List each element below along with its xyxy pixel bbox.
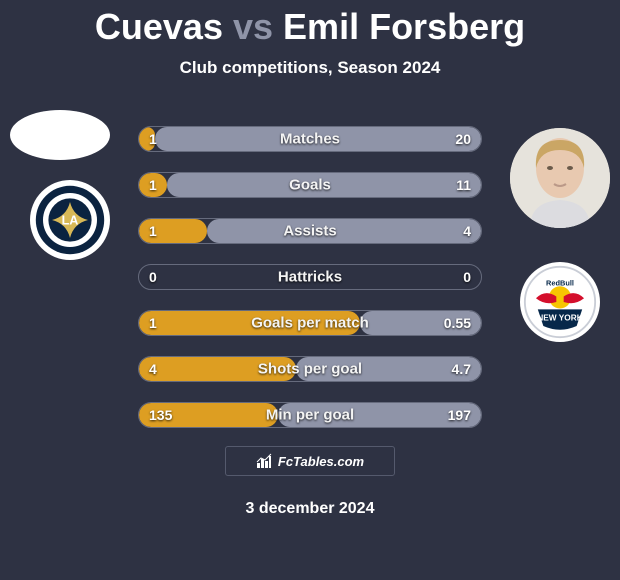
watermark-text: FcTables.com: [278, 454, 364, 469]
svg-text:RedBull: RedBull: [546, 278, 574, 287]
player1-club-logo: LA: [30, 180, 110, 260]
bar-label: Goals: [289, 177, 331, 194]
subtitle: Club competitions, Season 2024: [0, 58, 620, 78]
la-galaxy-logo-icon: LA: [34, 184, 106, 256]
stat-bar: 1 4 Assists: [138, 218, 482, 244]
title-player2: Emil Forsberg: [283, 6, 525, 47]
stat-bar: 1 20 Matches: [138, 126, 482, 152]
player2-headshot-icon: [510, 128, 610, 228]
stat-bar: 1 0.55 Goals per match: [138, 310, 482, 336]
bar-value-left: 1: [149, 177, 157, 193]
bar-value-right: 4: [463, 223, 471, 239]
bar-label: Hattricks: [278, 269, 342, 286]
bar-value-left: 1: [149, 223, 157, 239]
bar-label: Matches: [280, 131, 340, 148]
bar-value-left: 1: [149, 315, 157, 331]
bar-value-right: 20: [455, 131, 471, 147]
title-vs: vs: [233, 6, 273, 47]
page-title: Cuevas vs Emil Forsberg: [0, 6, 620, 48]
bar-label: Shots per goal: [258, 361, 362, 378]
bar-value-right: 0: [463, 269, 471, 285]
bar-value-left: 135: [149, 407, 172, 423]
stat-bar: 0 0 Hattricks: [138, 264, 482, 290]
player1-avatar: [10, 110, 110, 160]
bar-fill-right: [207, 219, 481, 243]
stat-bar: 111Goals: [138, 172, 482, 198]
bar-value-right: 11: [456, 177, 471, 193]
bar-value-right: 0.55: [444, 315, 471, 331]
player2-avatar: [510, 128, 610, 228]
bar-value-left: 4: [149, 361, 157, 377]
watermark: FcTables.com: [225, 446, 395, 476]
bar-value-left: 1: [149, 131, 157, 147]
svg-text:LA: LA: [62, 214, 79, 228]
date-text: 3 december 2024: [0, 500, 620, 518]
bar-value-right: 197: [448, 407, 471, 423]
svg-text:NEW YORK: NEW YORK: [537, 313, 583, 323]
fctables-logo-icon: [256, 453, 272, 469]
player2-club-logo: RedBull NEW YORK: [520, 262, 600, 342]
bar-label: Goals per match: [251, 315, 369, 332]
stat-bar: 135 197 Min per goal: [138, 402, 482, 428]
bar-label: Min per goal: [266, 407, 354, 424]
bar-label: Assists: [283, 223, 336, 240]
stat-bar: 4 4.7 Shots per goal: [138, 356, 482, 382]
title-player1: Cuevas: [95, 6, 223, 47]
comparison-infographic: Cuevas vs Emil Forsberg Club competition…: [0, 0, 620, 580]
comparison-bars: 120Matches111Goals14Assists00Hattricks10…: [138, 126, 482, 448]
red-bull-ny-logo-icon: RedBull NEW YORK: [523, 265, 597, 339]
bar-value-left: 0: [149, 269, 157, 285]
bar-value-right: 4.7: [452, 361, 471, 377]
